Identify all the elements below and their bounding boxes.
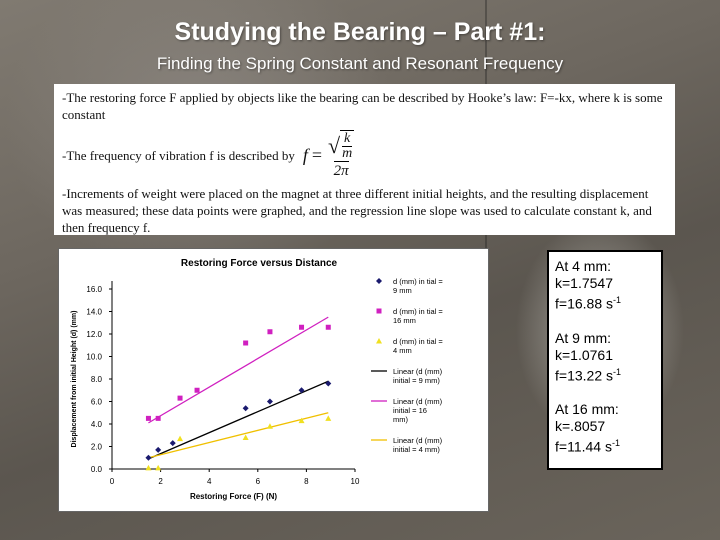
result-exponent: -1 bbox=[613, 295, 622, 305]
result-heading: At 9 mm: bbox=[555, 329, 612, 346]
data-point bbox=[243, 340, 249, 346]
result-f: f=13.22 s bbox=[555, 367, 613, 384]
sqrt-symbol: √ bbox=[328, 132, 341, 158]
slide-subtitle: Finding the Spring Constant and Resonant… bbox=[156, 54, 564, 73]
result-f-line: f=11.44 s-1 bbox=[555, 435, 655, 456]
formula-f: f bbox=[302, 144, 308, 165]
legend-label: initial = 16 bbox=[393, 406, 427, 415]
result-f: f=16.88 s bbox=[555, 295, 613, 312]
data-point bbox=[145, 464, 152, 471]
result-heading: At 16 mm: bbox=[555, 401, 619, 418]
data-point bbox=[325, 415, 332, 421]
data-point bbox=[266, 398, 273, 405]
legend-label: 4 mm bbox=[393, 346, 412, 355]
y-tick-label: 2.0 bbox=[91, 443, 103, 452]
legend-label: d (mm) in tial = bbox=[393, 337, 443, 346]
result-16mm: At 16 mm: k=.8057 f=11.44 s-1 bbox=[555, 401, 655, 456]
x-tick-label: 6 bbox=[256, 477, 261, 486]
regression-line bbox=[148, 316, 329, 424]
hookes-law-paragraph: -The restoring force F applied by object… bbox=[62, 90, 663, 122]
results-box: At 4 mm: k=1.7547 f=16.88 s-1 At 9 mm: k… bbox=[547, 250, 663, 470]
data-point bbox=[266, 423, 273, 429]
legend-label: mm) bbox=[393, 415, 408, 424]
x-tick-label: 2 bbox=[158, 477, 163, 486]
x-tick-label: 10 bbox=[351, 477, 360, 486]
data-point bbox=[267, 329, 273, 335]
legend-marker-key bbox=[376, 278, 382, 284]
chart-svg: Restoring Force versus Distance 0.0 2.0 4.0… bbox=[71, 258, 443, 501]
formula-m: m bbox=[342, 146, 353, 161]
data-point bbox=[169, 440, 176, 447]
data-point bbox=[242, 405, 249, 412]
legend-label: initial = 9 mm) bbox=[393, 376, 440, 385]
result-9mm: At 9 mm: k=1.0761 f=13.22 s-1 bbox=[555, 330, 655, 385]
y-tick-label: 10.0 bbox=[86, 353, 102, 362]
data-point bbox=[155, 464, 162, 471]
formula-k: k bbox=[344, 131, 351, 146]
data-point bbox=[177, 395, 183, 401]
scatter-chart: Restoring Force versus Distance 0.0 2.0 4.0… bbox=[58, 248, 489, 512]
data-point bbox=[242, 434, 249, 440]
slide-title: Studying the Bearing – Part #1: bbox=[174, 18, 546, 46]
result-f-line: f=13.22 s-1 bbox=[555, 364, 655, 385]
formula-numerator: √ k m bbox=[326, 130, 356, 161]
data-point bbox=[298, 387, 305, 394]
result-heading: At 4 mm: bbox=[555, 258, 612, 274]
x-tick-label: 8 bbox=[304, 477, 309, 486]
y-tick-label: 12.0 bbox=[86, 330, 102, 339]
y-tick-label: 0.0 bbox=[91, 465, 103, 474]
result-f-line: f=16.88 s-1 bbox=[555, 292, 655, 313]
method-paragraph: -Increments of weight were placed on the… bbox=[62, 186, 652, 235]
formula-fraction: √ k m 2π bbox=[326, 130, 356, 180]
x-axis-label: Restoring Force (F) (N) bbox=[190, 492, 277, 501]
sqrt-radicand: k m bbox=[340, 130, 355, 161]
y-tick-label: 8.0 bbox=[91, 375, 103, 384]
frequency-paragraph: -The frequency of vibration f is describ… bbox=[62, 130, 667, 180]
y-tick-label: 4.0 bbox=[91, 420, 103, 429]
regression-line bbox=[148, 412, 329, 459]
legend-label: initial = 4 mm) bbox=[393, 445, 440, 454]
data-point bbox=[298, 417, 305, 424]
data-point bbox=[155, 446, 162, 453]
data-point bbox=[325, 380, 332, 387]
legend-label: Linear (d (mm) bbox=[393, 436, 443, 445]
result-f: f=11.44 s bbox=[555, 438, 612, 455]
data-point bbox=[299, 324, 305, 330]
chart-title: Restoring Force versus Distance bbox=[181, 258, 338, 269]
data-point bbox=[145, 454, 152, 461]
result-k: k=.8057 bbox=[555, 418, 606, 435]
regression-line bbox=[148, 380, 329, 460]
data-point bbox=[155, 415, 161, 421]
legend-label: Linear (d (mm) bbox=[393, 397, 443, 406]
legend-marker-key bbox=[376, 308, 382, 314]
x-tick-label: 0 bbox=[110, 477, 115, 486]
x-tick-label: 4 bbox=[207, 477, 212, 486]
legend-label: d (mm) in tial = bbox=[393, 307, 443, 316]
legend-label: d (mm) in tial = bbox=[393, 277, 443, 286]
result-4mm: At 4 mm: k=1.7547 f=16.88 s-1 bbox=[555, 258, 655, 313]
legend-label: Linear (d (mm) bbox=[393, 367, 443, 376]
result-exponent: -1 bbox=[613, 366, 622, 377]
legend-label: 16 mm bbox=[393, 316, 416, 325]
frequency-text: -The frequency of vibration f is describ… bbox=[62, 147, 295, 163]
result-k: k=1.0761 bbox=[555, 346, 613, 363]
description-textbox: -The restoring force F applied by object… bbox=[54, 84, 675, 235]
data-point bbox=[177, 435, 184, 442]
data-point bbox=[194, 387, 200, 393]
result-exponent: -1 bbox=[611, 438, 620, 449]
formula-denominator: 2π bbox=[333, 161, 349, 179]
result-k: k=1.7547 bbox=[555, 275, 613, 291]
y-tick-label: 6.0 bbox=[91, 398, 103, 407]
legend-marker-key bbox=[376, 338, 382, 344]
y-tick-label: 14.0 bbox=[86, 308, 102, 317]
data-point bbox=[325, 324, 331, 330]
legend-label: 9 mm bbox=[393, 286, 412, 295]
formula-equals: = bbox=[311, 144, 323, 165]
y-axis-label: Displacement from initial Height (d) (mm… bbox=[71, 311, 78, 448]
data-point bbox=[145, 415, 151, 421]
y-tick-label: 16.0 bbox=[86, 285, 102, 294]
frequency-formula: f = √ k m 2π bbox=[303, 130, 356, 180]
